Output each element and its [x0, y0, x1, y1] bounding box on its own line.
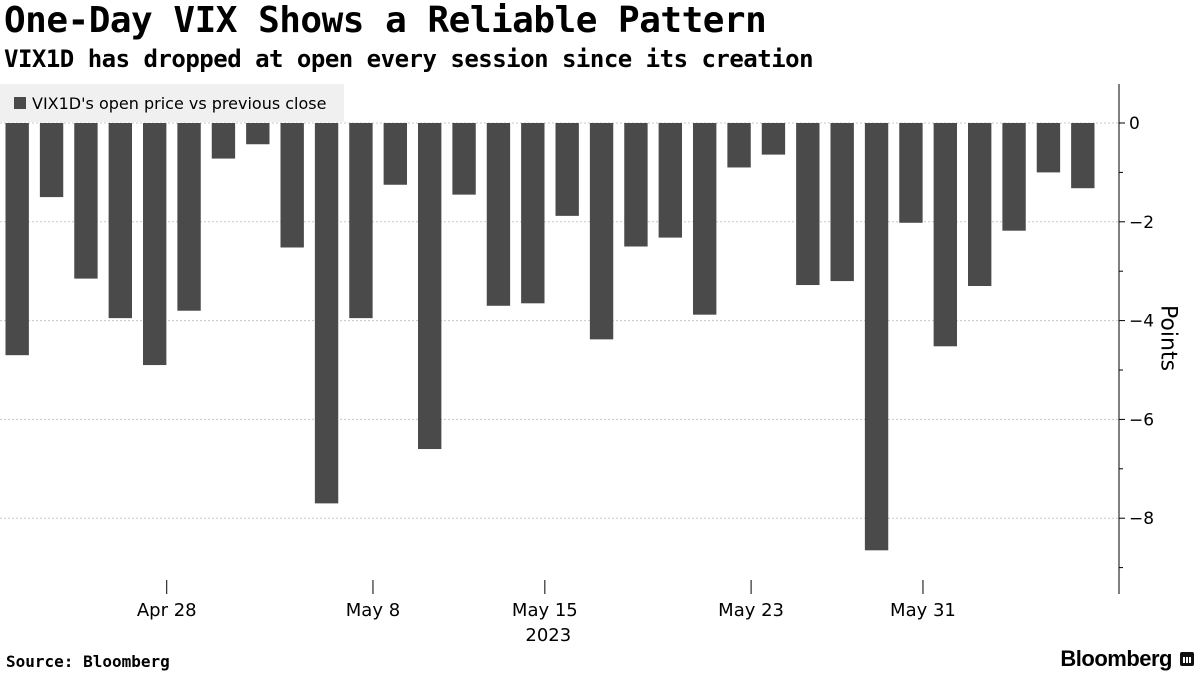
bar — [796, 123, 820, 286]
x-tick-label: May 31 — [890, 600, 956, 621]
bar — [968, 123, 992, 287]
y-axis-label: Points — [1155, 304, 1181, 372]
bar — [177, 123, 201, 311]
bar — [830, 123, 854, 282]
bar — [658, 123, 682, 238]
bar — [693, 123, 717, 315]
bar — [108, 123, 132, 319]
bar — [624, 123, 648, 247]
bar — [246, 123, 270, 145]
bar — [589, 123, 614, 340]
bar — [864, 123, 889, 551]
bloomberg-chart-icon — [1180, 652, 1194, 666]
y-tick-label: −4 — [1129, 312, 1154, 332]
bar — [211, 123, 236, 159]
y-tick-label: −8 — [1129, 509, 1154, 529]
legend: VIX1D's open price vs previous close — [0, 84, 344, 122]
bar — [452, 123, 476, 195]
chart-title: One-Day VIX Shows a Reliable Pattern — [4, 0, 767, 41]
bar — [383, 123, 407, 185]
x-tick-label: May 23 — [718, 600, 784, 621]
legend-label: VIX1D's open price vs previous close — [32, 93, 327, 113]
bar — [418, 123, 442, 450]
bar — [486, 123, 511, 306]
y-tick-label: 0 — [1129, 114, 1140, 134]
bar — [39, 123, 64, 198]
bar — [280, 123, 304, 248]
bar — [349, 123, 373, 319]
x-tick-label: Apr 28 — [137, 600, 197, 621]
bar — [143, 123, 167, 366]
x-tick-label: May 15 — [512, 600, 578, 621]
bar — [74, 123, 98, 279]
bar — [555, 123, 579, 216]
x-year-label: 2023 — [525, 625, 571, 646]
brand-name: Bloomberg — [1060, 646, 1172, 671]
bar — [1002, 123, 1026, 231]
bar — [1071, 123, 1095, 189]
y-tick-label: −2 — [1129, 213, 1154, 233]
brand-logo: Bloomberg — [1060, 646, 1194, 672]
bar — [5, 123, 29, 356]
bar — [761, 123, 786, 155]
chart-subtitle: VIX1D has dropped at open every session … — [4, 45, 814, 73]
x-tick-label: May 8 — [346, 600, 400, 621]
bar — [314, 123, 339, 504]
bar — [933, 123, 957, 347]
bar — [899, 123, 923, 223]
bar — [727, 123, 751, 168]
legend-swatch — [14, 97, 26, 109]
y-tick-label: −6 — [1129, 410, 1154, 430]
source-note: Source: Bloomberg — [6, 652, 170, 671]
bar — [521, 123, 545, 304]
bar — [1036, 123, 1061, 173]
